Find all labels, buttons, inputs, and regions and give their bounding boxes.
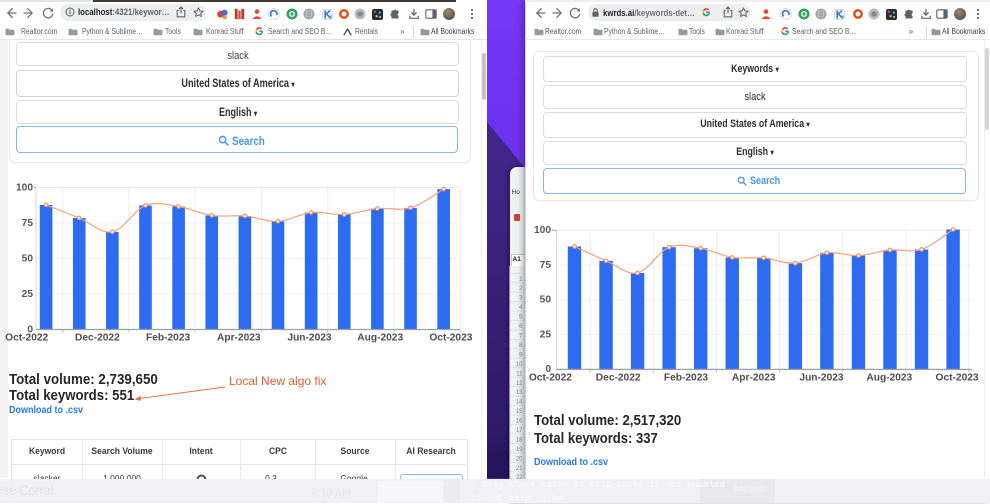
svg-text:Dec-2022: Dec-2022 [596,373,641,384]
svg-text:100: 100 [534,225,551,236]
svg-text:15: 15 [516,409,523,415]
svg-text:Oct-2022: Oct-2022 [5,333,48,344]
svg-text:5: 5 [519,315,523,321]
svg-text:Aug-2023: Aug-2023 [866,373,912,384]
svg-text:2: 2 [519,286,523,292]
svg-text:50: 50 [540,295,552,306]
svg-text:11: 11 [516,371,523,377]
svg-text:Oct-2023: Oct-2023 [429,333,472,344]
svg-text:Apr-2023: Apr-2023 [732,373,776,384]
svg-text:Apr-2023: Apr-2023 [217,333,261,344]
svg-text:Feb-2023: Feb-2023 [664,373,709,384]
svg-text:20: 20 [516,456,523,462]
svg-text:12: 12 [516,381,523,387]
svg-text:21: 21 [516,466,523,472]
svg-text:25: 25 [22,289,34,300]
svg-text:50: 50 [22,253,34,264]
svg-text:Jun-2023: Jun-2023 [799,373,844,384]
svg-text:1: 1 [519,277,523,283]
svg-text:7: 7 [519,334,523,340]
svg-text:16: 16 [516,419,523,425]
svg-text:100: 100 [16,182,33,193]
svg-text:22: 22 [516,475,523,481]
svg-text:4: 4 [519,305,523,311]
svg-text:Aug-2023: Aug-2023 [357,333,403,344]
svg-text:75: 75 [22,218,34,229]
svg-text:3: 3 [519,296,523,302]
svg-text:0: 0 [27,324,33,335]
svg-text:10: 10 [516,362,523,368]
svg-text:Dec-2022: Dec-2022 [75,333,120,344]
svg-text:8: 8 [519,343,523,349]
svg-text:17: 17 [516,428,523,434]
svg-text:13: 13 [516,390,523,396]
svg-text:0: 0 [545,364,551,375]
svg-text:25: 25 [540,329,552,340]
svg-text:Feb-2023: Feb-2023 [146,333,191,344]
svg-text:9: 9 [519,352,523,358]
svg-text:14: 14 [516,400,523,406]
svg-text:Jun-2023: Jun-2023 [287,333,332,344]
svg-text:Oct-2022: Oct-2022 [529,373,572,384]
svg-text:6: 6 [519,324,523,330]
svg-text:19: 19 [516,447,523,453]
svg-text:18: 18 [516,437,523,443]
svg-text:75: 75 [540,260,552,271]
svg-text:Oct-2023: Oct-2023 [936,373,979,384]
